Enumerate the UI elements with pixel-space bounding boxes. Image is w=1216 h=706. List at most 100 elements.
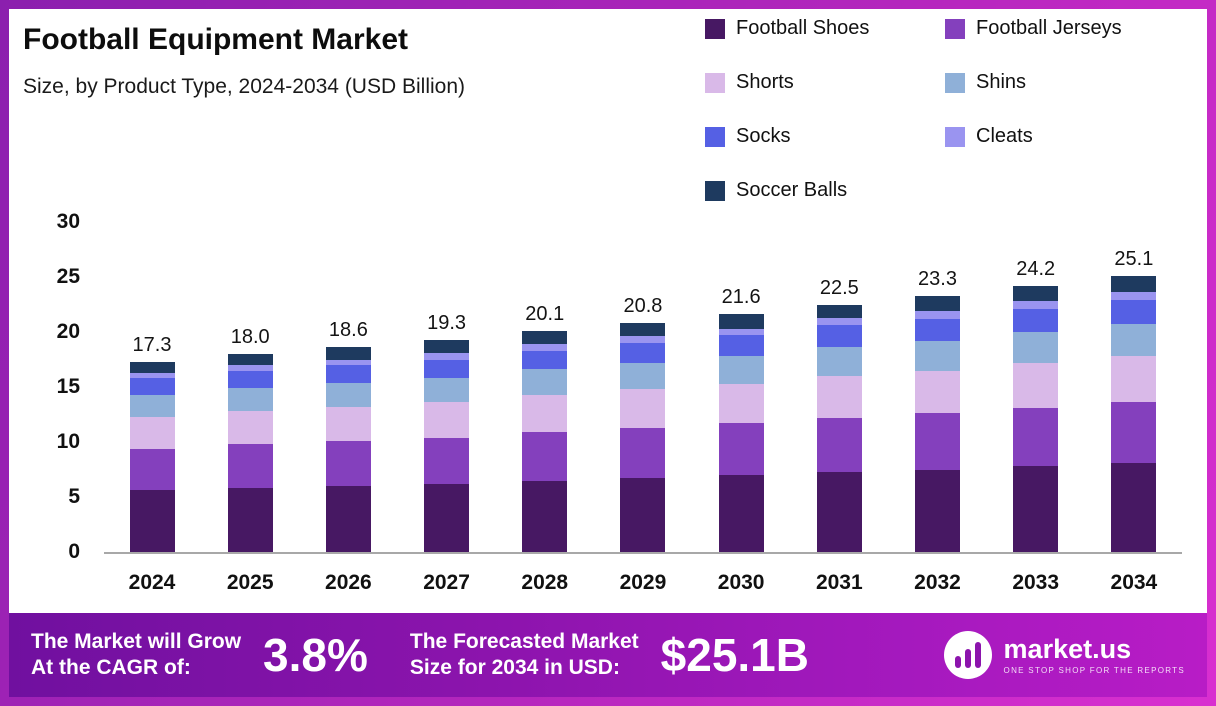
- bar-column: 23.3: [902, 268, 974, 552]
- bar-column: 20.1: [509, 303, 581, 552]
- market-us-logo: market.us ONE STOP SHOP FOR THE REPORTS: [943, 631, 1185, 679]
- bar-column: 21.6: [705, 286, 777, 552]
- bar-segment: [816, 417, 862, 472]
- bar-column: 24.2: [1000, 258, 1072, 552]
- forecast-label-line2: Size for 2034 in USD:: [409, 656, 620, 679]
- bar-segment: [1111, 462, 1157, 552]
- y-tick-label: 25: [56, 265, 80, 288]
- bar-segment: [522, 369, 568, 395]
- brand-name: market.us: [1003, 633, 1132, 664]
- bar-segment: [718, 314, 764, 329]
- legend-item: Cleats: [945, 125, 1185, 148]
- bar-stack: [424, 339, 470, 552]
- bar-segment: [718, 475, 764, 552]
- plot-area: 17.3 18.0 18.6 19.3 20.1 20.8 21.6 22.5 23.3 24.2…: [57, 210, 1182, 563]
- bar-segment: [325, 359, 371, 366]
- x-tick-label: 2029: [619, 571, 667, 594]
- bar-column: 22.5: [803, 277, 875, 552]
- bar-stack: [227, 354, 273, 552]
- bar-column: 17.3: [116, 334, 188, 552]
- chart-area: Football Equipment Market Size, by Produ…: [9, 9, 1207, 613]
- legend-item: Shins: [945, 71, 1185, 94]
- bar-segment: [227, 370, 273, 389]
- bars-row: 17.3 18.0 18.6 19.3 20.1 20.8 21.6 22.5 23.3 24.2…: [104, 222, 1182, 552]
- bar-segment: [718, 423, 764, 475]
- bar-segment: [718, 383, 764, 424]
- legend-item: Soccer Balls: [705, 179, 945, 202]
- x-tick-label: 2034: [1110, 571, 1158, 594]
- bar-stack: [620, 323, 666, 552]
- bar-segment: [424, 402, 470, 438]
- bar-segment: [227, 354, 273, 366]
- infographic-body: Football Equipment Market Size, by Produ…: [9, 9, 1207, 697]
- bar-segment: [522, 432, 568, 481]
- bar-segment: [227, 365, 273, 371]
- bar-segment: [1013, 362, 1059, 408]
- bar-segment: [915, 340, 960, 371]
- bar-segment: [522, 344, 568, 351]
- legend-item: Socks: [705, 125, 945, 148]
- legend-label: Socks: [736, 125, 791, 147]
- brand-tagline: ONE STOP SHOP FOR THE REPORTS: [1003, 666, 1185, 676]
- bar-segment: [718, 328, 764, 336]
- bar-segment: [1111, 324, 1157, 357]
- x-tick-label: 2033: [1012, 571, 1060, 594]
- x-tick-label: 2031: [815, 571, 863, 594]
- x-tick-label: 2024: [128, 571, 176, 594]
- y-tick-label: 15: [56, 375, 80, 398]
- legend-item: Shorts: [705, 71, 945, 94]
- bar-stack: [325, 347, 371, 552]
- legend-label: Football Jerseys: [976, 17, 1122, 39]
- bar-total-label: 18.6: [328, 319, 368, 342]
- y-tick-label: 10: [56, 430, 80, 453]
- y-tick-label: 20: [56, 320, 80, 343]
- bar-segment: [129, 448, 175, 491]
- market-us-logo-icon: [943, 631, 992, 679]
- bar-total-label: 20.1: [525, 302, 565, 325]
- bar-segment: [227, 411, 273, 445]
- bar-column: 18.6: [312, 319, 384, 552]
- bar-segment: [1013, 301, 1059, 309]
- cagr-value: 3.8%: [263, 629, 368, 681]
- bar-stack: [915, 295, 960, 552]
- x-tick-label: 2026: [325, 571, 372, 594]
- bar-segment: [424, 437, 470, 484]
- forecast-value: $25.1B: [660, 629, 809, 681]
- bar-segment: [915, 413, 960, 470]
- bar-total-label: 22.5: [819, 276, 859, 299]
- bar-total-label: 23.3: [918, 267, 957, 290]
- bar-segment: [129, 361, 175, 373]
- bar-total-label: 20.8: [623, 295, 663, 318]
- bar-stack: [1013, 285, 1059, 552]
- bar-segment: [424, 352, 470, 360]
- bar-segment: [816, 347, 862, 377]
- bar-segment: [718, 335, 764, 357]
- cagr-label-line2: At the CAGR of:: [31, 656, 191, 679]
- brand-text: market.us ONE STOP SHOP FOR THE REPORTS: [1003, 633, 1185, 676]
- bar-stack: [1111, 275, 1157, 552]
- bar-segment: [620, 362, 666, 390]
- legend-swatch: [705, 180, 725, 201]
- x-tick-label: 2027: [423, 571, 470, 594]
- legend-swatch: [945, 18, 965, 39]
- bar-segment: [1013, 332, 1059, 363]
- bar-total-label: 17.3: [132, 333, 172, 356]
- bar-segment: [620, 343, 666, 363]
- cagr-label-line1: The Market will Grow: [31, 629, 242, 653]
- bar-segment: [522, 350, 568, 370]
- bar-segment: [522, 330, 568, 345]
- x-axis: 2024 2025 2026 2027 2028 2029 2030 2031 2032 2033…: [104, 571, 1182, 595]
- bar-segment: [1013, 308, 1059, 333]
- bar-segment: [620, 389, 666, 428]
- legend-swatch: [705, 72, 725, 93]
- cagr-label: The Market will Grow At the CAGR of:: [31, 629, 241, 682]
- bar-segment: [816, 376, 862, 418]
- bar-segment: [816, 325, 862, 348]
- legend-item: Football Shoes: [705, 17, 945, 40]
- bar-segment: [915, 295, 960, 312]
- bar-segment: [129, 378, 175, 395]
- bar-total-label: 25.1: [1114, 247, 1154, 270]
- bar-segment: [325, 347, 371, 360]
- legend-label: Cleats: [976, 125, 1033, 147]
